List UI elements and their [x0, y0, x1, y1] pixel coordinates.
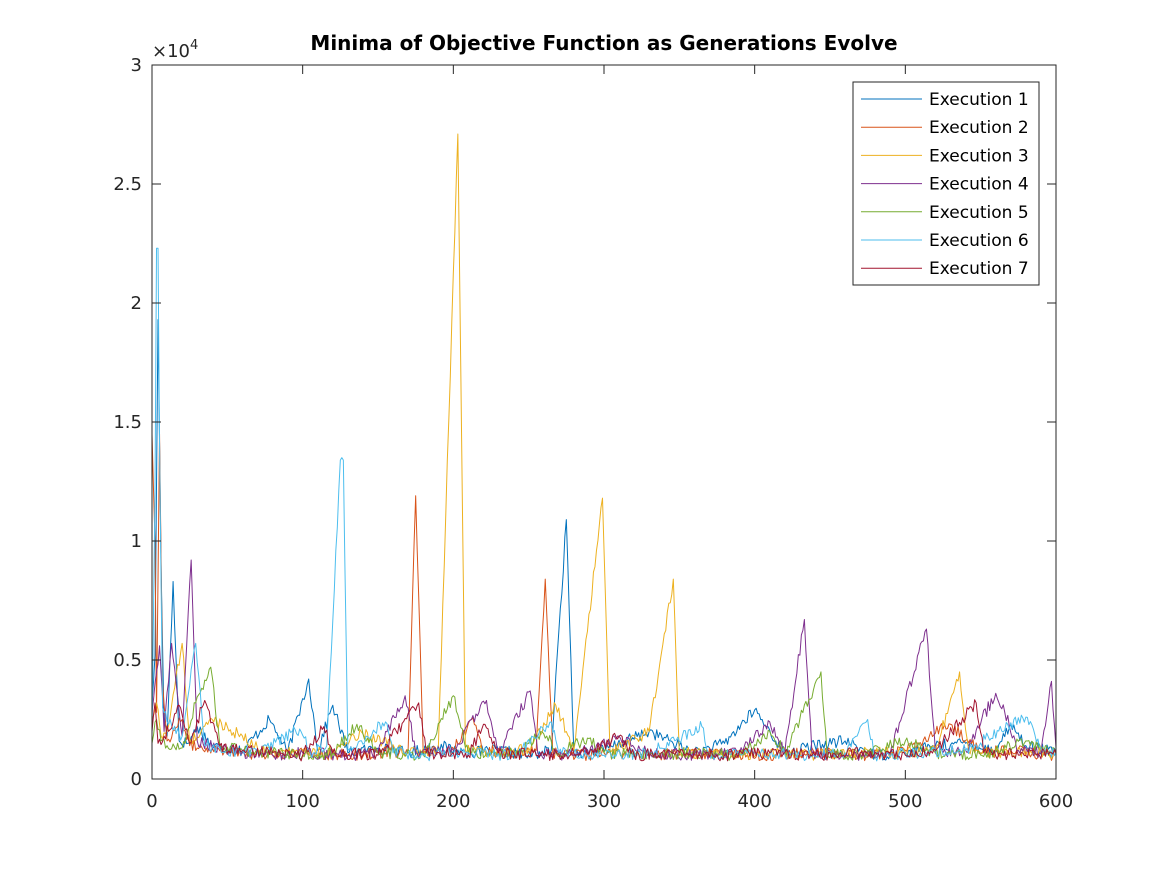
y-tick-label: 1	[131, 531, 142, 552]
chart-title: Minima of Objective Function as Generati…	[310, 31, 897, 55]
y-tick-label: 3	[131, 55, 142, 76]
y-exponent-label: ×104	[152, 38, 198, 62]
legend-label-5: Execution 5	[929, 203, 1029, 223]
legend-label-7: Execution 7	[929, 259, 1029, 279]
series-line-4	[151, 559, 1057, 761]
legend-label-3: Execution 3	[929, 146, 1029, 166]
y-exponent-base: ×10	[152, 41, 190, 62]
x-tick-label: 400	[737, 791, 771, 812]
legend-label-6: Execution 6	[929, 231, 1029, 251]
series-layer	[151, 133, 1057, 762]
y-tick-label: 1.5	[113, 412, 142, 433]
y-tick-label: 0	[131, 769, 142, 790]
x-tick-label: 600	[1039, 791, 1073, 812]
legend: Execution 1 Execution 2 Execution 3 Executi…	[852, 81, 1040, 286]
legend-label-1: Execution 1	[929, 90, 1029, 110]
legend-label-2: Execution 2	[929, 118, 1029, 138]
y-tick-label: 0.5	[113, 650, 142, 671]
legend-label-4: Execution 4	[929, 175, 1029, 195]
ticks-layer: 0 100 200 300 400 500 600 0 0.5 1 1.5 2 2.5 3	[113, 55, 1073, 812]
x-tick-label: 100	[285, 791, 319, 812]
x-tick-label: 200	[436, 791, 470, 812]
series-line-6	[151, 247, 1057, 762]
y-tick-label: 2	[131, 293, 142, 314]
y-exponent-power: 4	[190, 38, 198, 53]
x-tick-label: 300	[587, 791, 621, 812]
x-tick-label: 0	[146, 791, 157, 812]
series-line-7	[151, 699, 1057, 762]
x-tick-label: 500	[888, 791, 922, 812]
y-tick-label: 2.5	[113, 174, 142, 195]
